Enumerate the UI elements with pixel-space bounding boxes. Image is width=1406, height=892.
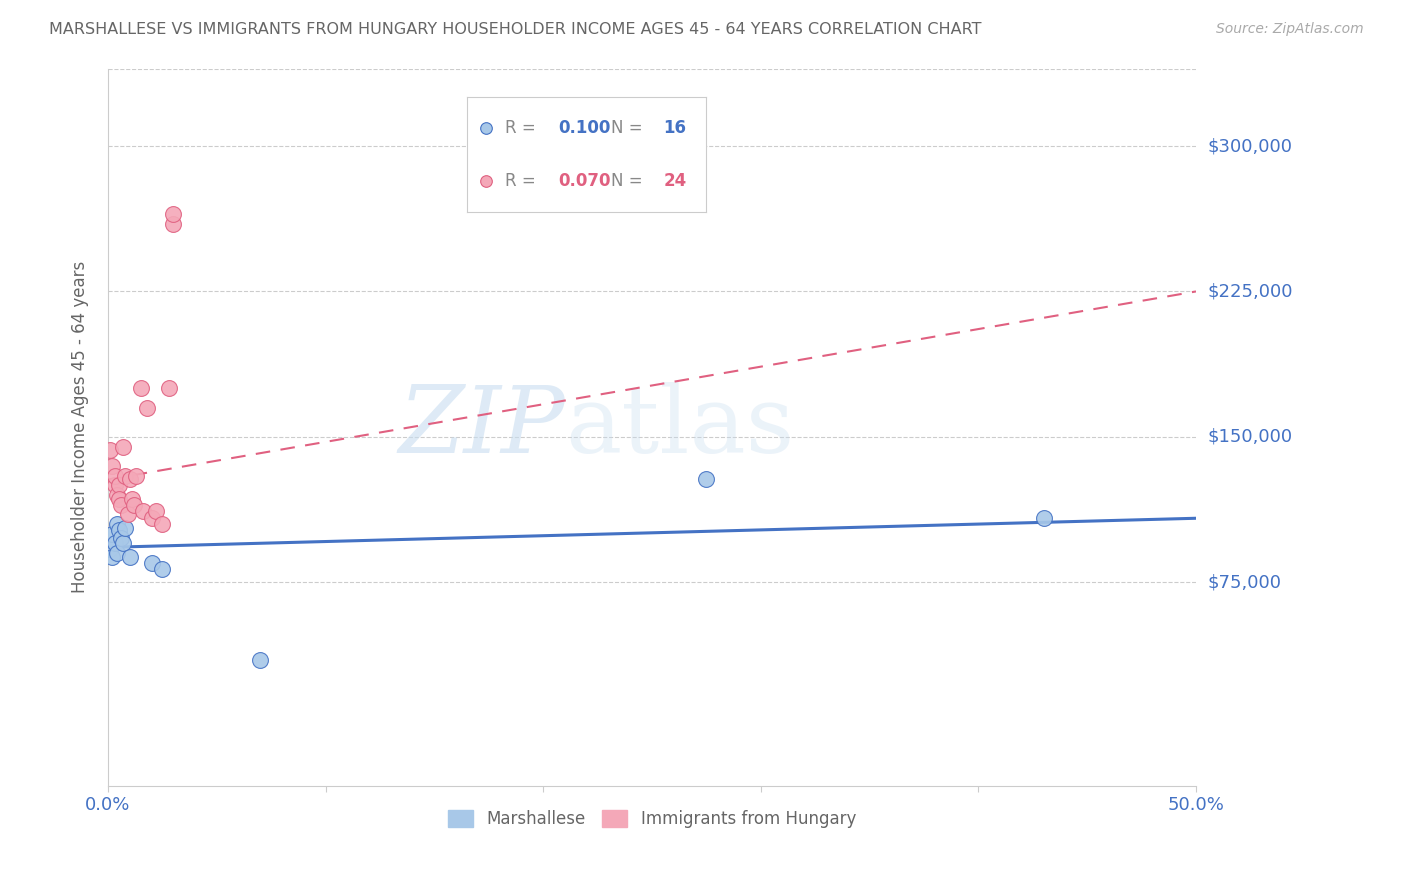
Point — [114, 521, 136, 535]
Point — [103, 478, 125, 492]
Point — [117, 508, 139, 522]
Point — [101, 549, 124, 564]
Point — [105, 488, 128, 502]
Point — [150, 517, 173, 532]
Point — [103, 468, 125, 483]
Point — [105, 517, 128, 532]
Point — [103, 536, 125, 550]
Point — [112, 440, 135, 454]
Point — [132, 503, 155, 517]
Point — [136, 401, 159, 415]
Point — [249, 653, 271, 667]
Point — [98, 443, 121, 458]
Point — [125, 468, 148, 483]
Point — [110, 531, 132, 545]
Text: Source: ZipAtlas.com: Source: ZipAtlas.com — [1216, 22, 1364, 37]
Point — [101, 458, 124, 473]
Text: MARSHALLESE VS IMMIGRANTS FROM HUNGARY HOUSEHOLDER INCOME AGES 45 - 64 YEARS COR: MARSHALLESE VS IMMIGRANTS FROM HUNGARY H… — [49, 22, 981, 37]
Point — [110, 498, 132, 512]
Point — [112, 536, 135, 550]
Text: $300,000: $300,000 — [1208, 137, 1292, 155]
Point — [108, 523, 131, 537]
Point — [118, 473, 141, 487]
Point — [150, 562, 173, 576]
Legend: Marshallese, Immigrants from Hungary: Marshallese, Immigrants from Hungary — [441, 804, 863, 835]
Point — [162, 217, 184, 231]
Point — [118, 549, 141, 564]
Point — [105, 546, 128, 560]
Point — [145, 503, 167, 517]
Text: $75,000: $75,000 — [1208, 574, 1281, 591]
Text: ZIP: ZIP — [398, 382, 565, 472]
Text: $150,000: $150,000 — [1208, 428, 1292, 446]
Point — [108, 478, 131, 492]
Y-axis label: Householder Income Ages 45 - 64 years: Householder Income Ages 45 - 64 years — [72, 261, 89, 593]
Point — [141, 511, 163, 525]
Point — [141, 556, 163, 570]
Point — [98, 542, 121, 557]
Point — [122, 498, 145, 512]
Point — [157, 381, 180, 395]
Text: $225,000: $225,000 — [1208, 283, 1292, 301]
Point — [121, 491, 143, 506]
Text: atlas: atlas — [565, 382, 794, 472]
Point — [114, 468, 136, 483]
Point — [162, 207, 184, 221]
Point — [101, 526, 124, 541]
Point — [1032, 511, 1054, 525]
Point — [695, 473, 717, 487]
Point — [108, 491, 131, 506]
Point — [129, 381, 152, 395]
